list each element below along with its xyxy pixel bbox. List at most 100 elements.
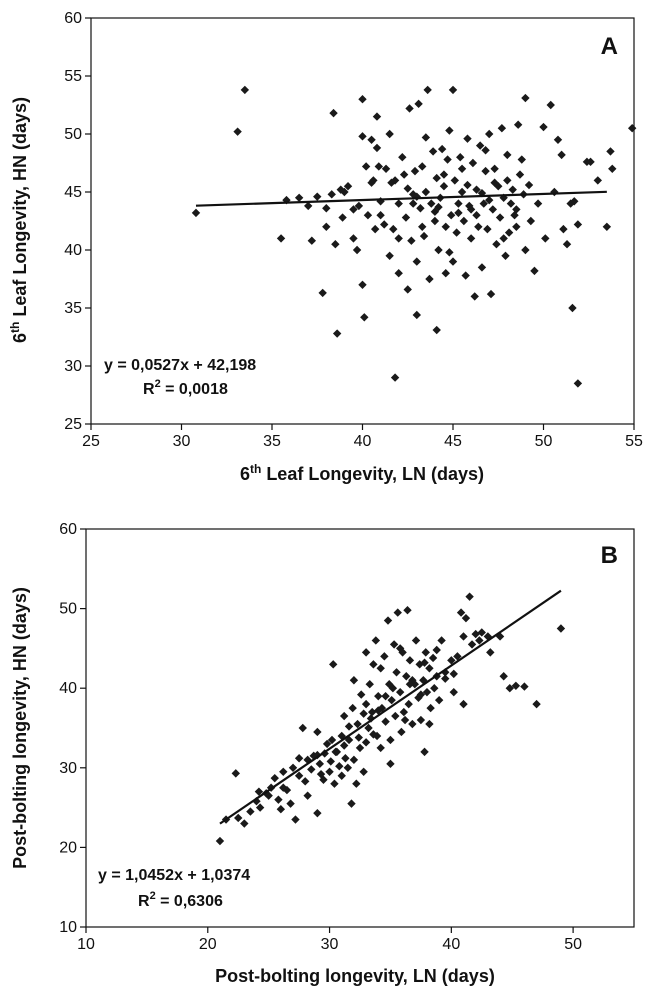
data-point <box>627 124 637 133</box>
data-point <box>394 269 403 278</box>
x-tick-label: 25 <box>82 433 100 450</box>
y-tick-label: 55 <box>64 68 82 85</box>
data-point <box>385 129 394 139</box>
data-point <box>486 289 496 299</box>
data-point <box>347 799 356 808</box>
data-point <box>389 640 399 649</box>
data-point <box>434 245 443 255</box>
data-point <box>374 706 383 715</box>
data-point <box>419 231 429 241</box>
data-point <box>445 248 454 257</box>
data-point <box>512 205 521 214</box>
data-point <box>441 668 450 677</box>
data-point <box>418 222 427 231</box>
data-point <box>456 608 466 617</box>
data-point <box>294 754 304 763</box>
data-point <box>354 201 364 211</box>
data-point <box>593 176 602 185</box>
data-point <box>380 652 389 661</box>
data-point <box>533 199 543 208</box>
data-point <box>481 166 490 176</box>
data-point <box>387 695 396 705</box>
data-point <box>343 763 353 772</box>
data-point <box>422 687 432 697</box>
y-tick-label: 40 <box>64 242 82 259</box>
y-ticks-a: 25 30 35 40 45 50 55 60 <box>64 10 91 433</box>
data-point <box>521 93 530 103</box>
data-point <box>428 147 438 156</box>
data-point <box>546 100 555 110</box>
data-point <box>338 213 347 222</box>
data-point <box>539 122 548 132</box>
y-axis-label-a: 6th Leaf Longevity, HN (days) <box>8 97 30 343</box>
data-point <box>416 715 426 725</box>
data-point <box>390 176 400 185</box>
data-point <box>432 325 441 335</box>
x-tick-label: 50 <box>535 433 553 450</box>
data-point <box>450 176 460 185</box>
x-tick-label: 55 <box>625 433 643 450</box>
data-point <box>425 274 434 284</box>
data-point <box>488 205 498 214</box>
data-point <box>352 779 361 788</box>
data-point <box>573 379 583 388</box>
data-point <box>316 769 326 779</box>
data-point <box>520 682 529 691</box>
data-point <box>483 224 492 234</box>
data-point <box>602 222 612 231</box>
data-point <box>465 592 474 601</box>
data-point <box>456 153 465 162</box>
data-point <box>445 126 454 135</box>
data-point <box>453 652 462 661</box>
data-point <box>374 162 383 171</box>
data-point <box>231 769 240 778</box>
data-point <box>215 836 225 846</box>
data-point <box>524 180 534 190</box>
data-point <box>437 144 447 154</box>
data-point <box>416 204 425 213</box>
y-tick-label: 20 <box>59 839 77 856</box>
data-point <box>448 257 458 266</box>
data-point <box>421 648 430 657</box>
data-point <box>495 213 505 222</box>
data-point <box>405 656 415 665</box>
data-point <box>490 164 499 173</box>
data-point <box>301 777 310 786</box>
data-point <box>366 714 376 723</box>
data-point <box>359 709 368 718</box>
data-point <box>443 155 452 164</box>
data-point <box>414 99 423 109</box>
data-point <box>398 153 407 162</box>
y-tick-label: 30 <box>59 760 77 777</box>
data-point <box>477 628 486 637</box>
data-point <box>449 669 458 679</box>
data-point <box>307 765 316 774</box>
x-tick-label: 45 <box>444 433 462 450</box>
data-point <box>432 645 441 655</box>
x-ticks-a: 25 30 35 40 45 50 55 <box>82 424 643 450</box>
data-point <box>416 690 426 699</box>
data-point <box>608 164 617 173</box>
panel-label-a: A <box>601 33 618 60</box>
data-point <box>475 636 484 645</box>
data-point <box>380 220 389 229</box>
data-point <box>369 660 378 669</box>
data-point <box>401 213 411 222</box>
data-point <box>466 234 476 243</box>
data-point <box>386 735 395 745</box>
data-point <box>315 759 325 769</box>
data-point <box>327 735 337 745</box>
data-point <box>505 684 514 693</box>
data-point <box>454 199 463 208</box>
data-point <box>568 303 577 313</box>
data-point <box>459 632 468 641</box>
data-point <box>361 699 371 709</box>
data-point <box>329 660 338 669</box>
data-point <box>339 741 349 750</box>
data-point <box>387 178 396 187</box>
data-point <box>240 819 249 828</box>
data-point <box>403 184 412 193</box>
panel-label-b: B <box>601 542 618 569</box>
data-point <box>400 715 410 725</box>
data-point <box>457 187 467 197</box>
